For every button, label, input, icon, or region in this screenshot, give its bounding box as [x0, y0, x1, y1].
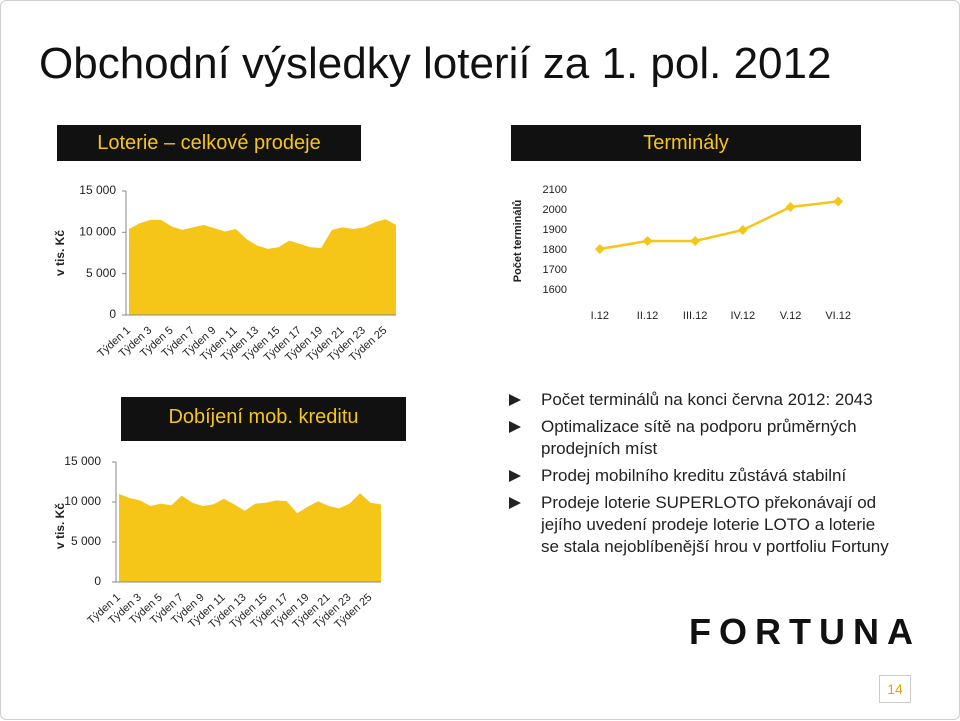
y-tick-label: 1600 [543, 284, 567, 296]
y-axis-label: Počet terminálů [512, 200, 524, 283]
bullet-text: Prodeje loterie SUPERLOTO překonávají od… [541, 493, 889, 556]
y-tick-label: 15 000 [79, 183, 116, 197]
bullet-list: Počet terminálů na konci června 2012: 20… [509, 389, 889, 563]
y-tick-label: 2000 [543, 204, 567, 216]
y-tick-label: 10 000 [79, 225, 116, 239]
x-tick-label: V.12 [780, 310, 802, 322]
y-tick-label: 5 000 [71, 534, 101, 548]
y-tick-label: 15 000 [64, 454, 101, 468]
marker [594, 244, 605, 254]
bullet-marker [509, 497, 521, 509]
x-tick-label: III.12 [683, 310, 707, 322]
bullet: Počet terminálů na konci června 2012: 20… [509, 389, 889, 411]
bullet-text: Prodej mobilního kreditu zůstává stabiln… [541, 466, 847, 485]
logo: FORTUNA [689, 611, 921, 652]
slide-title: Obchodní výsledky loterií za 1. pol. 201… [39, 39, 832, 88]
bullet-marker [509, 470, 521, 482]
marker [785, 202, 796, 212]
y-tick-label: 1700 [543, 264, 567, 276]
y-tick-label: 5 000 [86, 266, 116, 280]
y-axis-label: v tis. Kč [53, 230, 67, 276]
y-tick-label: 2100 [543, 184, 567, 196]
bullet: Prodej mobilního kreditu zůstává stabiln… [509, 465, 889, 487]
bullet-text: Počet terminálů na konci června 2012: 20… [541, 390, 873, 409]
x-tick-label: IV.12 [730, 310, 755, 322]
page-number: 14 [879, 675, 911, 703]
bullet-marker [509, 421, 521, 433]
section-header: Dobíjení mob. kreditu [121, 397, 406, 441]
line [599, 200, 839, 251]
y-tick-label: 0 [94, 574, 101, 588]
marker [833, 196, 844, 207]
y-tick-label: 1900 [543, 224, 567, 236]
bullet-marker [509, 394, 521, 406]
y-tick-label: 1800 [543, 244, 567, 256]
x-tick-label: I.12 [591, 310, 609, 322]
y-tick-label: 10 000 [64, 494, 101, 508]
bullet-text: Optimalizace sítě na podporu průměrných … [541, 417, 857, 458]
marker [690, 236, 701, 246]
bullet: Prodeje loterie SUPERLOTO překonávají od… [509, 492, 889, 558]
area [129, 219, 396, 315]
x-tick-label: VI.12 [825, 310, 851, 322]
x-tick-label: II.12 [637, 310, 658, 322]
section-header: Loterie – celkové prodeje [57, 125, 361, 161]
marker [737, 225, 748, 235]
bullet: Optimalizace sítě na podporu průměrných … [509, 416, 889, 460]
section-header: Terminály [511, 125, 861, 161]
y-axis-label: v tis. Kč [53, 503, 67, 549]
area [119, 493, 381, 582]
marker [642, 236, 653, 246]
y-tick-label: 0 [109, 307, 116, 321]
